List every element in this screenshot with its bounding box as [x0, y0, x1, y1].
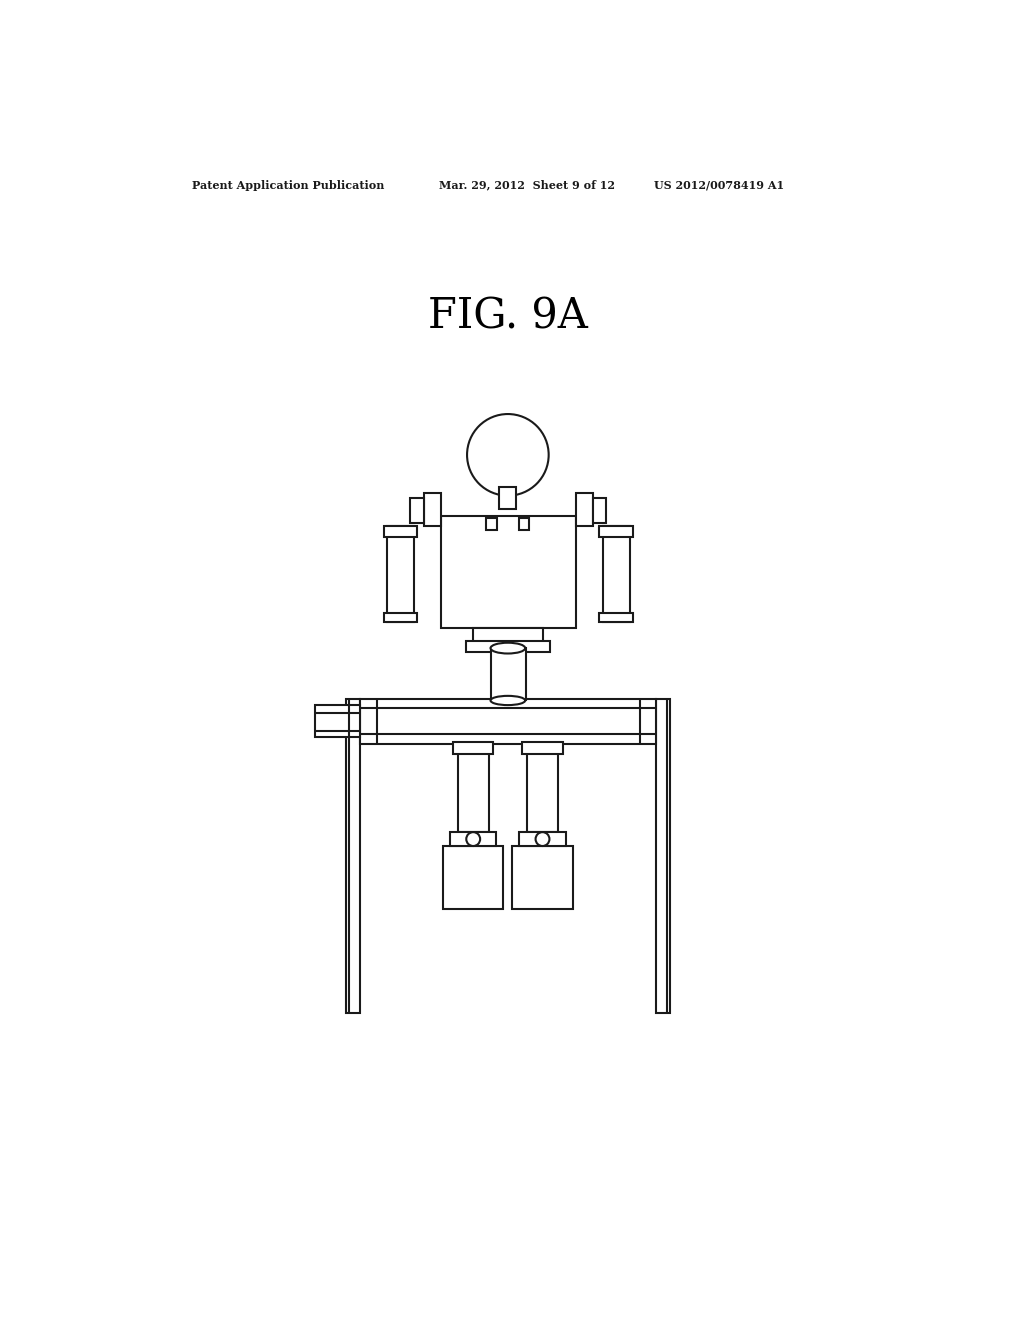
Bar [500, 487, 516, 508]
Bar [602, 525, 630, 622]
Bar [486, 517, 497, 531]
Text: FIG. 9A: FIG. 9A [428, 296, 588, 337]
Bar [575, 494, 593, 525]
Circle shape [466, 832, 480, 846]
Text: US 2012/0078419 A1: US 2012/0078419 A1 [654, 180, 784, 191]
Bar [519, 832, 565, 846]
Bar [410, 498, 424, 523]
Bar [473, 628, 543, 645]
Bar [454, 742, 494, 755]
Bar [424, 494, 441, 525]
Bar [656, 700, 671, 1014]
Bar [522, 742, 562, 755]
Bar [599, 612, 633, 622]
Bar [384, 525, 417, 537]
Bar [315, 705, 360, 738]
Bar [593, 498, 606, 523]
Circle shape [536, 832, 550, 846]
Ellipse shape [490, 696, 525, 705]
Ellipse shape [490, 643, 525, 653]
Bar [387, 525, 414, 622]
Bar [458, 743, 488, 832]
Bar [512, 846, 572, 909]
Bar [527, 743, 558, 832]
Bar [518, 517, 529, 531]
Bar [346, 700, 360, 1014]
Text: Patent Application Publication: Patent Application Publication [193, 180, 385, 191]
Bar [490, 648, 525, 701]
Bar [360, 700, 656, 743]
Circle shape [467, 414, 549, 496]
Bar [441, 516, 575, 628]
Text: Mar. 29, 2012  Sheet 9 of 12: Mar. 29, 2012 Sheet 9 of 12 [438, 180, 614, 191]
Bar [451, 832, 497, 846]
Bar [443, 846, 503, 909]
Bar [384, 612, 417, 622]
Bar [599, 525, 633, 537]
Bar [466, 642, 550, 652]
